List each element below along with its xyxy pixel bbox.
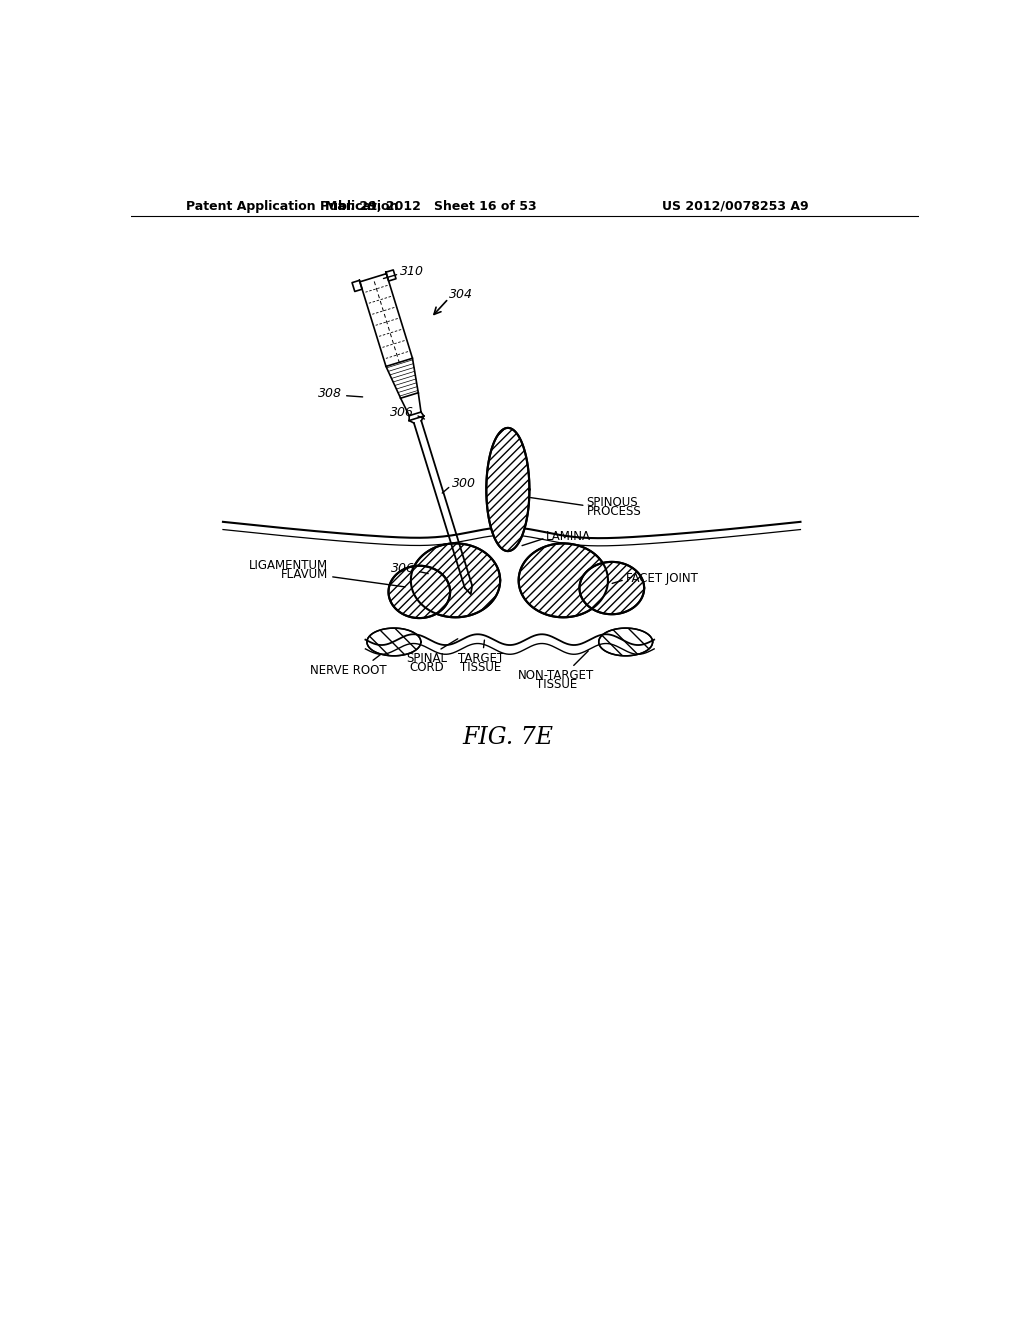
Text: 310: 310 <box>400 265 424 279</box>
Text: US 2012/0078253 A9: US 2012/0078253 A9 <box>662 199 809 213</box>
Text: 306: 306 <box>390 407 414 418</box>
Text: FIG. 7E: FIG. 7E <box>463 726 553 748</box>
Text: Mar. 29, 2012   Sheet 16 of 53: Mar. 29, 2012 Sheet 16 of 53 <box>325 199 537 213</box>
FancyArrowPatch shape <box>434 301 446 314</box>
Text: SPINAL: SPINAL <box>407 652 447 665</box>
Text: Patent Application Publication: Patent Application Publication <box>186 199 398 213</box>
Polygon shape <box>388 566 451 618</box>
Text: 300: 300 <box>453 477 476 490</box>
Text: FACET JOINT: FACET JOINT <box>626 572 697 585</box>
Polygon shape <box>580 562 644 614</box>
Polygon shape <box>518 544 608 618</box>
Text: SPINOUS: SPINOUS <box>587 496 638 510</box>
Text: 304: 304 <box>449 288 472 301</box>
Text: FLAVUM: FLAVUM <box>282 569 329 582</box>
Text: 308: 308 <box>318 387 342 400</box>
Text: TISSUE: TISSUE <box>460 661 502 675</box>
Text: LAMINA: LAMINA <box>547 529 592 543</box>
Text: NON-TARGET: NON-TARGET <box>518 669 595 682</box>
Polygon shape <box>367 628 421 656</box>
Text: PROCESS: PROCESS <box>587 506 641 519</box>
Polygon shape <box>599 628 652 656</box>
Polygon shape <box>486 428 529 550</box>
Text: NERVE ROOT: NERVE ROOT <box>310 664 387 677</box>
Text: TARGET: TARGET <box>458 652 504 665</box>
Text: CORD: CORD <box>410 661 444 675</box>
Text: TISSUE: TISSUE <box>536 678 577 692</box>
Polygon shape <box>411 544 500 618</box>
Text: 306: 306 <box>391 562 416 576</box>
Text: LIGAMENTUM: LIGAMENTUM <box>249 560 329 573</box>
